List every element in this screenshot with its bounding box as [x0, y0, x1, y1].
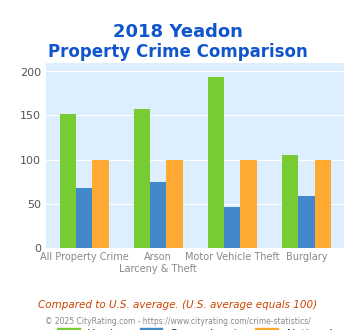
Bar — [76, 188, 92, 248]
Bar — [208, 77, 224, 248]
Legend: Yeadon, Pennsylvania, National: Yeadon, Pennsylvania, National — [53, 323, 338, 330]
Bar — [282, 155, 298, 248]
Text: Compared to U.S. average. (U.S. average equals 100): Compared to U.S. average. (U.S. average … — [38, 300, 317, 310]
Bar — [150, 182, 166, 248]
Bar — [60, 114, 76, 248]
Text: 2018 Yeadon: 2018 Yeadon — [113, 23, 242, 41]
Bar — [298, 196, 315, 248]
Text: Property Crime Comparison: Property Crime Comparison — [48, 43, 307, 61]
Bar — [224, 207, 240, 248]
Text: © 2025 CityRating.com - https://www.cityrating.com/crime-statistics/: © 2025 CityRating.com - https://www.city… — [45, 317, 310, 326]
Bar — [240, 159, 257, 248]
Bar — [166, 159, 183, 248]
Bar — [92, 159, 109, 248]
Bar — [134, 109, 150, 248]
Bar — [315, 159, 331, 248]
